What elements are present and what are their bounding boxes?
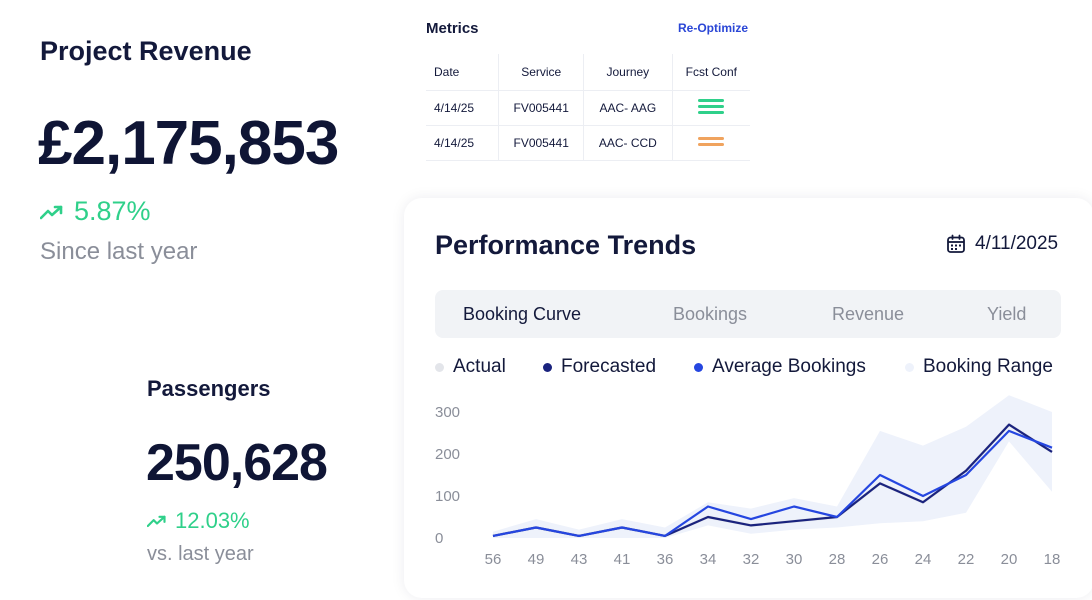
cell-fcst-conf xyxy=(672,125,750,160)
performance-trends-title: Performance Trends xyxy=(435,230,696,261)
x-tick-label: 36 xyxy=(657,551,674,568)
performance-trends-card: 0 100 200 300 56 49 43 41 36 34 32 30 28 26 24 22 20 18 P… xyxy=(404,198,1092,598)
cell-journey: AAC- CCD xyxy=(584,125,673,160)
legend-dot-forecasted xyxy=(543,363,552,372)
tab-bookings[interactable]: Bookings xyxy=(673,304,747,325)
project-revenue-title: Project Revenue xyxy=(40,36,252,67)
x-tick-label: 32 xyxy=(743,551,760,568)
x-tick-label: 26 xyxy=(872,551,889,568)
tab-revenue[interactable]: Revenue xyxy=(832,304,904,325)
legend-dot-actual xyxy=(435,363,444,372)
x-tick-label: 22 xyxy=(958,551,975,568)
legend-item-average-bookings[interactable]: Average Bookings xyxy=(694,356,866,378)
legend-item-actual[interactable]: Actual xyxy=(435,356,506,378)
confidence-bar xyxy=(698,137,724,140)
metrics-card: Metrics Re-Optimize Date Service Journey… xyxy=(418,10,758,160)
chart-legend: Actual Forecasted Average Bookings Booki… xyxy=(435,356,1065,380)
confidence-bar xyxy=(698,99,724,102)
legend-label: Forecasted xyxy=(561,356,656,378)
y-tick-label: 100 xyxy=(435,488,460,505)
x-tick-label: 24 xyxy=(915,551,932,568)
metrics-title: Metrics xyxy=(426,20,479,37)
x-tick-label: 18 xyxy=(1044,551,1061,568)
selected-date: 4/11/2025 xyxy=(975,233,1058,255)
y-tick-label: 300 xyxy=(435,404,460,421)
x-tick-label: 49 xyxy=(528,551,545,568)
passengers-change-subtitle: vs. last year xyxy=(147,543,254,566)
trend-up-icon xyxy=(147,514,167,528)
re-optimize-link[interactable]: Re-Optimize xyxy=(678,21,748,35)
y-tick-label: 200 xyxy=(435,446,460,463)
cell-date: 4/14/25 xyxy=(426,90,499,125)
legend-dot-booking-range xyxy=(905,363,914,372)
confidence-bar xyxy=(698,111,724,114)
cell-service: FV005441 xyxy=(499,125,584,160)
chart-tabs: Booking Curve Bookings Revenue Yield xyxy=(435,290,1061,338)
column-header-date[interactable]: Date xyxy=(426,54,499,90)
column-header-fcst-conf[interactable]: Fcst Conf xyxy=(672,54,750,90)
cell-journey: AAC- AAG xyxy=(584,90,673,125)
calendar-icon xyxy=(946,234,966,254)
passengers-change: 12.03% xyxy=(147,508,250,534)
x-tick-label: 30 xyxy=(786,551,803,568)
confidence-bar xyxy=(698,143,724,146)
cell-fcst-conf xyxy=(672,90,750,125)
table-header-row: Date Service Journey Fcst Conf xyxy=(426,54,750,90)
project-revenue-value: £2,175,853 xyxy=(38,108,338,179)
confidence-high-icon xyxy=(698,96,724,117)
confidence-medium-icon xyxy=(698,134,724,149)
x-tick-label: 34 xyxy=(700,551,717,568)
revenue-change: 5.87% xyxy=(40,196,151,227)
legend-label: Actual xyxy=(453,356,506,378)
tab-booking-curve[interactable]: Booking Curve xyxy=(463,304,581,325)
revenue-change-percent: 5.87% xyxy=(74,196,151,227)
table-row[interactable]: 4/14/25 FV005441 AAC- CCD xyxy=(426,125,750,160)
x-tick-label: 41 xyxy=(614,551,631,568)
x-tick-label: 28 xyxy=(829,551,846,568)
confidence-bar xyxy=(698,105,724,108)
trend-up-icon xyxy=(40,204,64,220)
column-header-service[interactable]: Service xyxy=(499,54,584,90)
revenue-change-subtitle: Since last year xyxy=(40,238,197,266)
passengers-title: Passengers xyxy=(147,376,271,402)
passengers-value: 250,628 xyxy=(146,433,327,493)
cell-date: 4/14/25 xyxy=(426,125,499,160)
legend-item-booking-range[interactable]: Booking Range xyxy=(905,356,1053,378)
legend-label: Booking Range xyxy=(923,356,1053,378)
legend-dot-average-bookings xyxy=(694,363,703,372)
column-header-journey[interactable]: Journey xyxy=(584,54,673,90)
table-row[interactable]: 4/14/25 FV005441 AAC- AAG xyxy=(426,90,750,125)
date-picker[interactable]: 4/11/2025 xyxy=(946,233,1058,255)
metrics-table: Date Service Journey Fcst Conf 4/14/25 F… xyxy=(426,54,750,161)
x-tick-label: 56 xyxy=(485,551,502,568)
y-tick-label: 0 xyxy=(435,530,443,547)
passengers-change-percent: 12.03% xyxy=(175,508,250,534)
legend-label: Average Bookings xyxy=(712,356,866,378)
x-tick-label: 43 xyxy=(571,551,588,568)
x-tick-label: 20 xyxy=(1001,551,1018,568)
legend-item-forecasted[interactable]: Forecasted xyxy=(543,356,656,378)
cell-service: FV005441 xyxy=(499,90,584,125)
tab-yield[interactable]: Yield xyxy=(987,304,1026,325)
